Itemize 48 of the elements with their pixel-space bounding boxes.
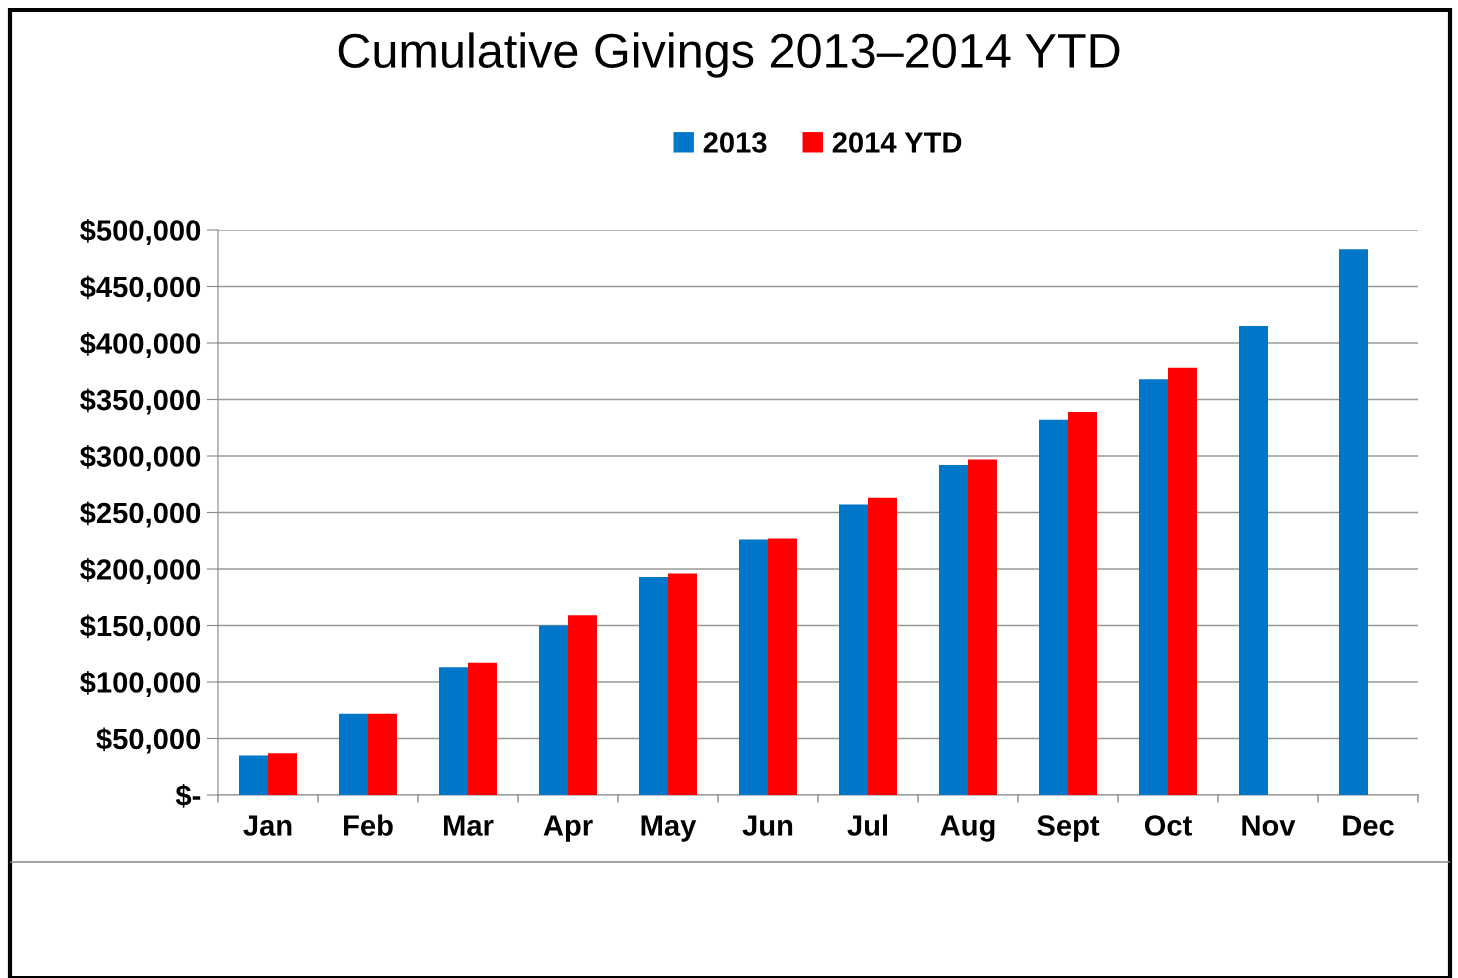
y-tick-label: $- [175, 783, 201, 808]
bar [1339, 249, 1368, 795]
x-tick-label: Mar [444, 815, 494, 836]
bar [1239, 326, 1268, 795]
bar [968, 459, 997, 795]
bar [439, 667, 468, 795]
legend-label: 2014 YTD [832, 132, 962, 153]
y-tick-label: $50,000 [96, 727, 201, 754]
bar [839, 504, 868, 795]
chart-title: Cumulative Givings 2013–2014 YTD [338, 32, 1120, 78]
bar [268, 753, 297, 795]
legend-label: 2013 [703, 132, 767, 153]
bar [768, 538, 797, 795]
bar [539, 625, 568, 795]
y-tick-label: $250,000 [80, 501, 201, 528]
bar [1039, 419, 1068, 795]
bar [739, 539, 768, 795]
bar [468, 662, 497, 795]
y-tick-label: $400,000 [80, 331, 201, 359]
bar [568, 615, 597, 795]
bar [339, 713, 368, 795]
bar [868, 497, 897, 795]
bar [1168, 367, 1197, 795]
y-tick-label: $500,000 [80, 218, 201, 246]
y-tick-label: $150,000 [80, 614, 201, 641]
x-tick-label: Jun [742, 815, 793, 836]
bar [668, 573, 697, 795]
y-tick-label: $300,000 [80, 444, 201, 472]
bar [1139, 379, 1168, 795]
x-tick-label: Aug [940, 815, 995, 842]
y-tick-label: $350,000 [80, 388, 201, 415]
x-tick-label: Jul [847, 814, 888, 836]
bar [939, 465, 968, 795]
bar [368, 713, 397, 795]
x-tick-label: May [641, 815, 697, 842]
x-tick-label: Sept [1037, 815, 1100, 842]
x-tick-label: Nov [1242, 815, 1296, 836]
bar [239, 755, 268, 795]
y-tick-label: $100,000 [80, 670, 201, 698]
bar [1068, 411, 1097, 795]
x-tick-label: Dec [1343, 815, 1394, 836]
bar [639, 576, 668, 795]
y-tick-label: $450,000 [80, 275, 201, 302]
x-tick-label: Jan [243, 815, 292, 836]
y-tick-label: $200,000 [80, 557, 201, 585]
x-tick-label: Oct [1144, 815, 1192, 836]
x-tick-label: Apr [543, 815, 593, 842]
x-tick-label: Feb [344, 814, 393, 836]
